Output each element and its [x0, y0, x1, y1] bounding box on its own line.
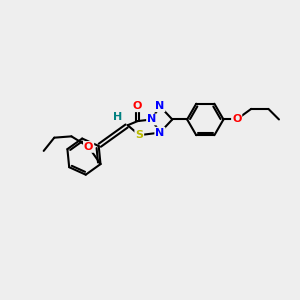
Text: S: S: [135, 130, 143, 140]
Text: N: N: [155, 101, 164, 111]
Text: N: N: [155, 128, 164, 138]
Text: O: O: [84, 142, 93, 152]
Text: O: O: [133, 101, 142, 111]
Text: N: N: [147, 115, 156, 124]
Text: H: H: [113, 112, 122, 122]
Text: O: O: [232, 115, 242, 124]
